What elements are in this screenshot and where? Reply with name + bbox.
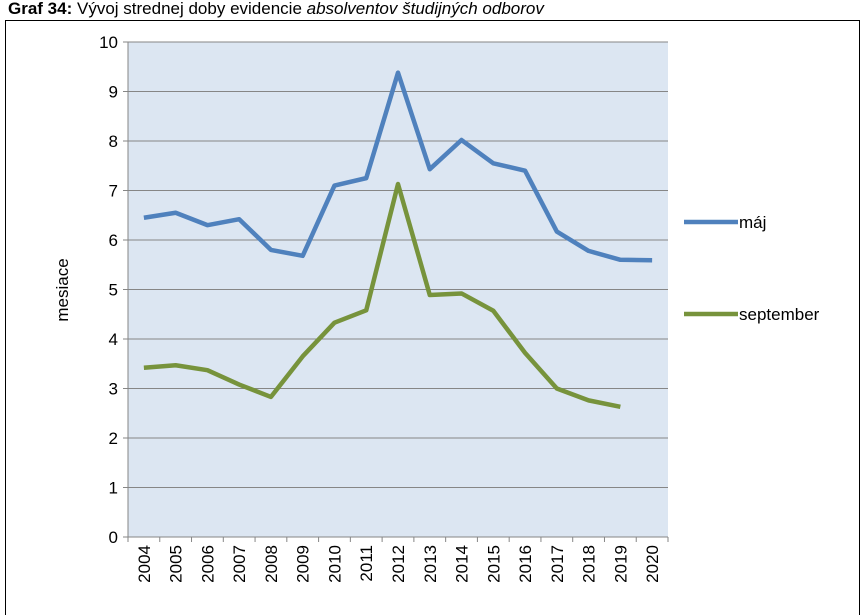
title-bold: Graf 34: <box>8 0 72 18</box>
series-line <box>143 70 653 263</box>
y-tick-label: 6 <box>109 231 118 250</box>
series-line <box>143 181 621 410</box>
x-tick-label: 2014 <box>453 545 472 583</box>
y-tick-label: 0 <box>109 528 118 547</box>
x-tick-label: 2005 <box>167 545 186 583</box>
y-tick-label: 7 <box>109 182 118 201</box>
x-tick-label: 2006 <box>198 545 217 583</box>
x-tick-label: 2020 <box>643 545 662 583</box>
x-tick-label: 2008 <box>262 545 281 583</box>
x-tick-label: 2007 <box>230 545 249 583</box>
x-tick-label: 2013 <box>421 545 440 583</box>
x-tick-label: 2011 <box>357 545 376 582</box>
x-tick-label: 2010 <box>325 545 344 583</box>
x-tick-label: 2015 <box>484 545 503 583</box>
x-tick-label: 2019 <box>611 545 630 583</box>
x-tick-label: 2018 <box>580 545 599 583</box>
y-tick-label: 10 <box>99 33 118 52</box>
x-tick-label: 2009 <box>294 545 313 583</box>
y-axis-label: mesiace <box>53 258 72 321</box>
y-tick-label: 1 <box>109 479 118 498</box>
y-tick-label: 3 <box>109 380 118 399</box>
y-tick-label: 4 <box>109 330 118 349</box>
x-tick-label: 2017 <box>548 545 567 583</box>
y-tick-label: 5 <box>109 281 118 300</box>
y-tick-label: 9 <box>109 83 118 102</box>
title-normal: Vývoj strednej doby evidencie <box>77 0 302 18</box>
chart-title: Graf 34: Vývoj strednej doby evidencie a… <box>8 0 545 18</box>
legend-label: máj <box>739 213 766 232</box>
x-tick-label: 2004 <box>135 545 154 583</box>
x-tick-label: 2012 <box>389 545 408 583</box>
title-italic: absolventov študijných odborov <box>307 0 546 18</box>
y-tick-label: 8 <box>109 132 118 151</box>
x-tick-label: 2016 <box>516 545 535 583</box>
legend-label: september <box>739 305 820 324</box>
chart-border <box>5 20 860 615</box>
y-tick-label: 2 <box>109 429 118 448</box>
